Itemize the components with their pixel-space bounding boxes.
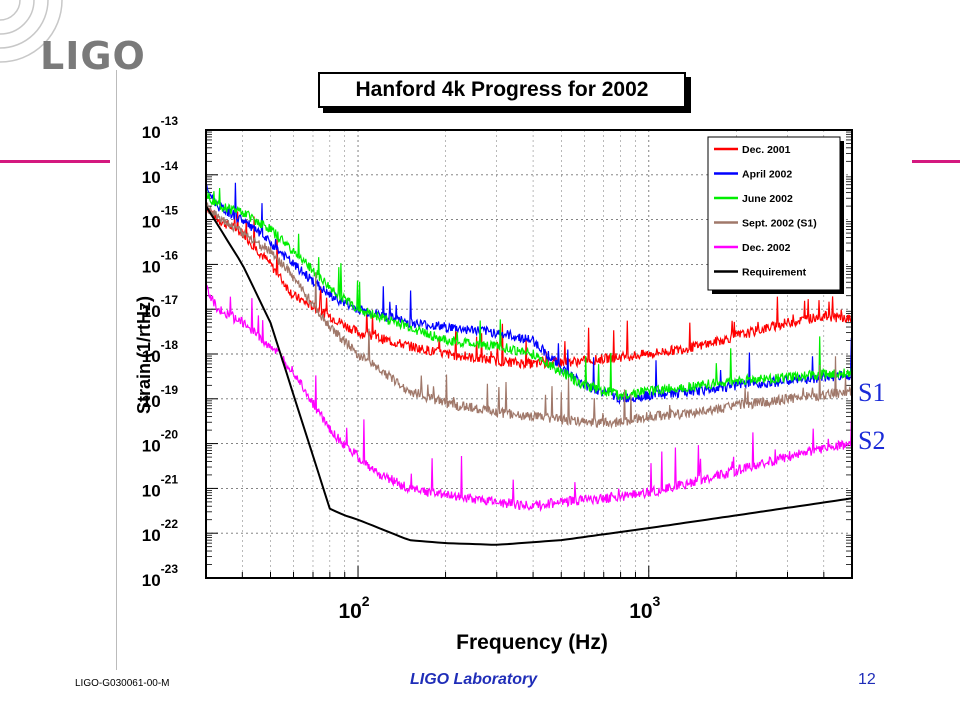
page-number: 12 [858, 671, 876, 688]
ligo-logo: LIGO [40, 34, 146, 78]
y-tick-label: 10-16 [142, 248, 179, 276]
footer-organization: LIGO Laboratory [410, 671, 538, 688]
slide-divider-line [116, 70, 117, 670]
run-label-s1: S1 [858, 378, 886, 407]
chart-title: Hanford 4k Progress for 2002 [318, 72, 686, 108]
document-id: LIGO-G030061-00-M [75, 678, 170, 689]
legend-entry-label: June 2002 [742, 193, 793, 205]
series-line-0 [206, 206, 852, 370]
accent-bar-right [912, 160, 960, 163]
x-tick-label: 103 [629, 593, 660, 623]
y-tick-label: 10-20 [142, 428, 179, 456]
run-label-s2: S2 [858, 426, 886, 455]
series-line-2 [206, 187, 852, 400]
y-tick-label: 10-13 [142, 114, 179, 142]
chart-legend: Dec. 2001 April 2002 June 2002 Sept. 2002 (… [707, 136, 844, 294]
y-tick-label: 10-18 [142, 338, 179, 366]
x-tick-label: 102 [338, 593, 369, 623]
x-axis-label: Frequency (Hz) [456, 631, 608, 654]
series-line-4 [206, 284, 852, 513]
legend-entry-label: Sept. 2002 (S1) [742, 218, 817, 230]
y-axis-label: Strain (1/rtHz) [134, 296, 154, 414]
y-tick-label: 10-22 [142, 517, 179, 545]
y-tick-label: 10-17 [142, 293, 179, 321]
legend-entry-label: Requirement [742, 267, 807, 279]
accent-bar-left [0, 160, 110, 163]
y-tick-labels: 10-13 10-14 10-15 10-16 10-17 10-18 10-19 10-20… [142, 114, 179, 590]
y-tick-label: 10-19 [142, 383, 179, 411]
y-tick-label: 10-15 [142, 204, 179, 232]
y-tick-label: 10-21 [142, 472, 179, 500]
x-tick-labels: 102 103 [338, 593, 660, 623]
legend-entry-label: Dec. 2002 [742, 242, 791, 254]
chart-series [206, 182, 852, 546]
series-line-1 [206, 182, 852, 406]
legend-entry-label: Dec. 2001 [742, 144, 791, 156]
series-line-5 [206, 205, 852, 546]
plot-frame [205, 129, 853, 579]
legend-box [707, 136, 841, 291]
y-tick-label: 10-23 [142, 562, 179, 590]
series-line-3 [206, 202, 852, 429]
legend-entry-label: April 2002 [742, 169, 792, 181]
y-tick-label: 10-14 [142, 159, 179, 187]
